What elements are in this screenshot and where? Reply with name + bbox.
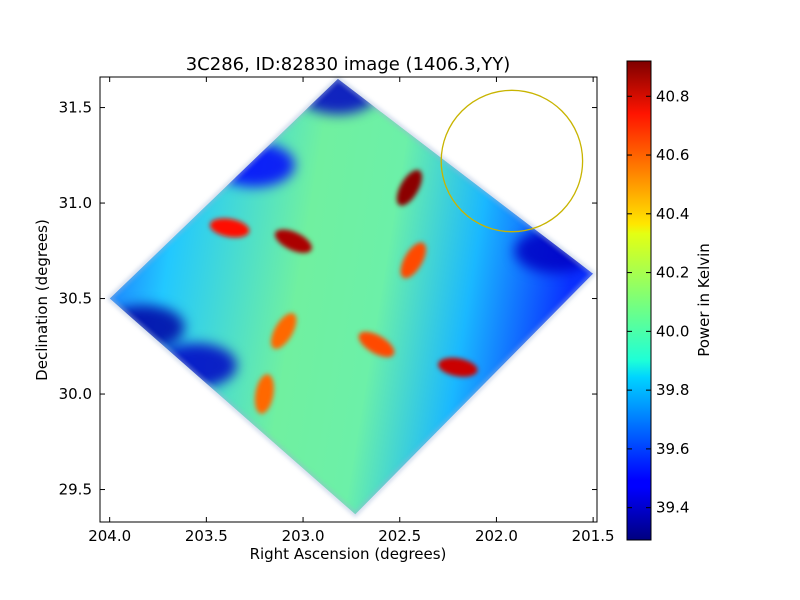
x-axis: 204.0 203.5 203.0 202.5 202.0 201.5 bbox=[88, 77, 615, 545]
x-tick-label: 202.5 bbox=[378, 527, 421, 545]
map-edge bbox=[106, 76, 597, 518]
hot-spot bbox=[274, 229, 312, 253]
x-axis-title: Right Ascension (degrees) bbox=[250, 545, 447, 563]
y-tick-label: 31.0 bbox=[59, 194, 92, 212]
x-tick-label: 204.0 bbox=[88, 527, 131, 545]
colorbar: 39.4 39.6 39.8 40.0 40.2 40.4 40.6 40.8 Power i… bbox=[626, 60, 713, 541]
colorbar-tick-label: 40.2 bbox=[656, 264, 689, 282]
hot-spot bbox=[254, 374, 274, 414]
map-footprint bbox=[109, 78, 594, 515]
y-tick-label: 29.5 bbox=[59, 481, 92, 499]
colorbar-tick-label: 40.0 bbox=[656, 322, 689, 340]
hot-spot bbox=[358, 331, 395, 358]
y-tick-label: 31.5 bbox=[59, 99, 92, 117]
x-tick-label: 201.5 bbox=[572, 527, 615, 545]
y-axis-title: Declination (degrees) bbox=[33, 219, 51, 381]
colorbar-tick-label: 39.6 bbox=[656, 440, 689, 458]
x-tick-label: 203.0 bbox=[282, 527, 325, 545]
colorbar-tick-label: 40.4 bbox=[656, 205, 689, 223]
hot-spot bbox=[438, 357, 478, 377]
x-tick-label: 202.0 bbox=[475, 527, 518, 545]
hot-spot bbox=[396, 169, 423, 206]
colorbar-label: Power in Kelvin bbox=[695, 243, 713, 357]
hot-spot bbox=[400, 242, 426, 279]
colorbar-tick-label: 40.8 bbox=[656, 87, 689, 105]
x-tick-label: 203.5 bbox=[185, 527, 228, 545]
colorbar-gradient bbox=[626, 60, 652, 541]
y-tick-label: 30.0 bbox=[59, 385, 92, 403]
plot-frame bbox=[99, 76, 598, 523]
hot-spot bbox=[209, 218, 250, 238]
y-tick-label: 30.5 bbox=[59, 290, 92, 308]
y-axis: 29.5 30.0 30.5 31.0 31.5 bbox=[59, 99, 597, 499]
chart-title: 3C286, ID:82830 image (1406.3,YY) bbox=[186, 54, 511, 75]
colorbar-tick-label: 39.8 bbox=[656, 381, 689, 399]
colorbar-tick-label: 39.4 bbox=[656, 499, 689, 517]
hot-spot bbox=[271, 313, 297, 349]
colorbar-tick-label: 40.6 bbox=[656, 146, 689, 164]
field-of-view-circle bbox=[440, 89, 584, 233]
